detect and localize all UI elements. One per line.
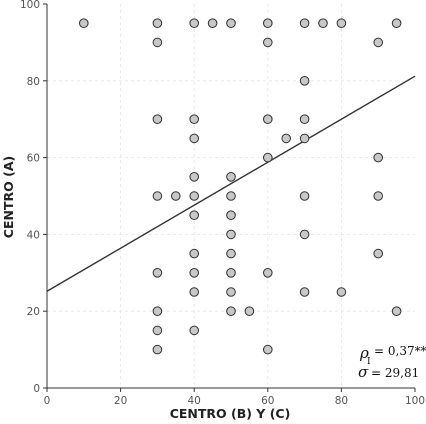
data-point <box>263 18 273 29</box>
data-point <box>171 191 181 201</box>
data-point <box>281 133 292 144</box>
data-point <box>226 172 236 182</box>
tick-labels: 0 20 40 60 80 100 0 20 40 60 80 100 <box>20 0 425 407</box>
x-axis-title: CENTRO (B) Y (C) <box>170 406 291 421</box>
data-point <box>299 133 310 144</box>
data-point <box>189 172 199 182</box>
x-tick-label: 20 <box>114 395 127 407</box>
data-point <box>189 268 199 278</box>
rho-subscript: I <box>367 357 371 367</box>
x-tick-label: 100 <box>405 395 425 407</box>
data-point <box>152 114 163 124</box>
data-point <box>152 344 163 355</box>
y-tick-label: 40 <box>27 229 40 241</box>
data-points <box>79 18 402 355</box>
data-point <box>226 18 236 29</box>
data-point <box>152 325 163 336</box>
data-point <box>207 18 218 29</box>
x-tick-label: 0 <box>44 395 51 407</box>
data-point <box>189 287 199 297</box>
data-point <box>299 287 310 297</box>
data-point <box>152 18 163 29</box>
data-point <box>189 248 199 259</box>
data-point <box>189 325 199 336</box>
data-point <box>299 76 310 86</box>
regression-line <box>46 75 416 292</box>
sigma-value: = 29,81 <box>371 366 419 380</box>
data-point <box>299 18 310 29</box>
data-point <box>244 306 255 317</box>
y-tick-label: 20 <box>27 306 40 318</box>
data-point <box>189 191 199 201</box>
data-point <box>226 268 236 278</box>
data-point <box>318 18 328 29</box>
data-point <box>189 210 199 220</box>
data-point <box>189 114 199 124</box>
data-point <box>226 210 236 220</box>
data-point <box>152 191 163 201</box>
data-point <box>79 18 89 29</box>
data-point <box>263 344 273 355</box>
data-point <box>152 268 163 278</box>
rho-symbol: ρ <box>359 344 369 362</box>
rho-value: = 0,37** <box>374 344 426 358</box>
data-point <box>226 248 236 259</box>
y-tick-label: 100 <box>20 0 40 11</box>
data-point <box>336 18 347 29</box>
y-tick-label: 0 <box>33 383 40 395</box>
data-point <box>226 229 236 240</box>
data-point <box>391 306 402 317</box>
data-point <box>152 306 163 317</box>
stats-annotation: ρ I = 0,37** σ = 29,81 <box>358 344 426 381</box>
x-tick-label: 60 <box>261 395 274 407</box>
x-tick-label: 80 <box>335 395 348 407</box>
data-point <box>373 191 384 201</box>
data-point <box>189 18 199 29</box>
data-point <box>299 114 310 124</box>
data-point <box>299 191 310 201</box>
data-point <box>299 229 310 240</box>
data-point <box>263 152 273 163</box>
y-tick-label: 80 <box>27 76 40 88</box>
data-point <box>152 37 163 48</box>
data-point <box>226 306 236 317</box>
data-point <box>336 287 347 297</box>
y-axis-title: CENTRO (A) <box>1 156 16 238</box>
x-tick-label: 40 <box>188 395 201 407</box>
data-point <box>226 191 236 201</box>
data-point <box>263 268 273 278</box>
sigma-symbol: σ <box>358 363 369 381</box>
data-point <box>373 152 384 163</box>
data-point <box>263 114 273 124</box>
axes <box>43 3 416 392</box>
data-point <box>391 18 402 29</box>
y-tick-label: 60 <box>27 153 40 165</box>
data-point <box>226 287 236 297</box>
data-point <box>373 37 384 48</box>
data-point <box>189 133 199 144</box>
data-point <box>263 37 273 48</box>
data-point <box>373 248 384 259</box>
